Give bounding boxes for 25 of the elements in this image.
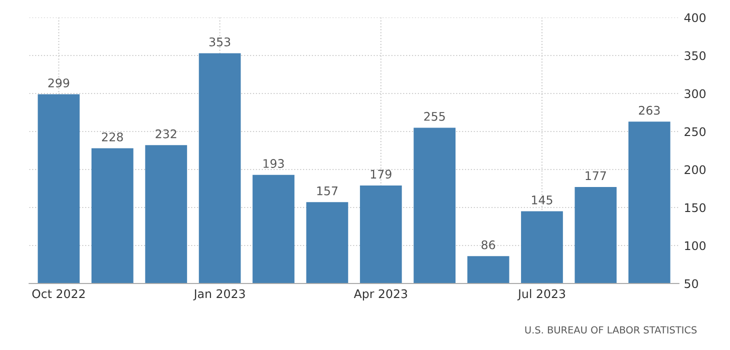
data-label: 232 bbox=[156, 129, 176, 138]
y-tick-label: 50 bbox=[684, 279, 698, 288]
data-label: 193 bbox=[264, 159, 284, 168]
data-label: 86 bbox=[482, 240, 496, 250]
x-tick-label: Apr 2023 bbox=[354, 289, 408, 300]
data-label: 157 bbox=[317, 186, 338, 196]
data-label: 228 bbox=[102, 132, 123, 142]
y-tick-label: 300 bbox=[684, 89, 706, 98]
data-label: 177 bbox=[586, 171, 606, 180]
y-tick-label: 100 bbox=[685, 241, 706, 250]
x-tick-label: Jan 2023 bbox=[193, 289, 245, 300]
y-tick-label: 400 bbox=[684, 13, 706, 22]
y-tick-label: 200 bbox=[684, 165, 706, 174]
y-tick-label: 350 bbox=[684, 51, 706, 60]
data-label: 299 bbox=[48, 78, 70, 88]
y-tick-label: 250 bbox=[684, 127, 706, 136]
y-tick-label: 150 bbox=[685, 203, 706, 212]
x-tick-label: Jul 2023 bbox=[517, 289, 566, 300]
text: U.S. BUREAU OF LABOR STATISTICS bbox=[525, 326, 697, 334]
data-label: 263 bbox=[638, 106, 660, 115]
data-label: 145 bbox=[532, 196, 552, 204]
x-tick-label: Oct 2022 bbox=[32, 289, 85, 298]
data-label: 353 bbox=[209, 37, 230, 46]
data-label: 179 bbox=[370, 170, 392, 179]
data-label: 255 bbox=[424, 112, 445, 121]
